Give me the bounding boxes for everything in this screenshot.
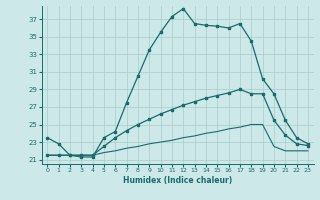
X-axis label: Humidex (Indice chaleur): Humidex (Indice chaleur) — [123, 176, 232, 185]
